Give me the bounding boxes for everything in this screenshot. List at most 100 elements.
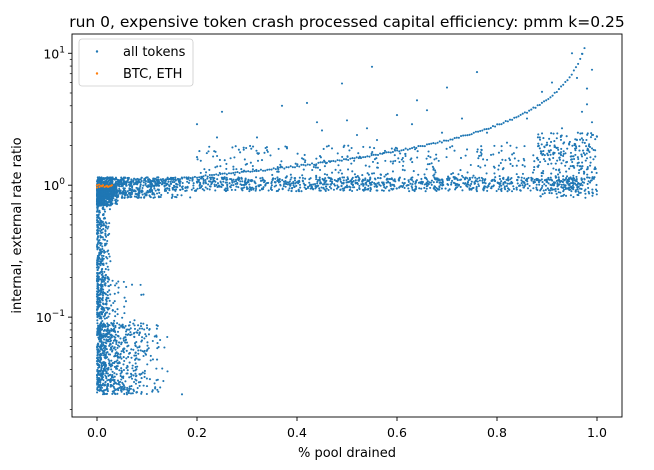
data-point-all-tokens (522, 157, 525, 160)
data-point-all-tokens (543, 146, 546, 149)
data-point-all-tokens (550, 172, 553, 175)
data-point-all-tokens (136, 331, 139, 334)
data-point-all-tokens (122, 339, 125, 342)
data-point-all-tokens (483, 178, 487, 181)
plot-frame (71, 33, 623, 418)
data-point-all-tokens (122, 187, 126, 190)
data-point-all-tokens (226, 187, 229, 190)
data-point-all-tokens (122, 176, 125, 179)
data-point-all-tokens (560, 127, 564, 130)
data-point-all-tokens (541, 184, 544, 187)
data-point-all-tokens (139, 322, 143, 325)
data-point-all-tokens (234, 188, 237, 191)
data-point-all-tokens (326, 173, 329, 176)
data-point-all-tokens (169, 182, 172, 185)
data-point-all-tokens (393, 149, 397, 152)
data-point-btc-eth (95, 184, 99, 187)
data-point-all-tokens (310, 162, 314, 165)
legend-label-btc-eth: BTC, ETH (123, 67, 182, 82)
data-point-all-tokens (357, 152, 360, 155)
data-point-all-tokens (115, 360, 118, 363)
data-point-all-tokens (96, 248, 99, 251)
data-point-all-tokens (255, 170, 258, 173)
data-point-all-tokens (346, 155, 349, 158)
data-point-all-tokens (153, 184, 156, 187)
data-point-all-tokens (156, 358, 159, 361)
data-point-all-tokens (259, 168, 262, 171)
data-point-all-tokens (96, 378, 99, 381)
data-point-all-tokens (101, 294, 105, 297)
data-point-all-tokens (99, 327, 102, 330)
data-point-all-tokens (407, 179, 410, 182)
data-point-all-tokens (133, 189, 136, 192)
data-point-all-tokens (347, 144, 350, 147)
data-point-all-tokens (511, 153, 514, 156)
data-point-all-tokens (127, 324, 130, 327)
data-point-all-tokens (98, 389, 101, 392)
data-point-all-tokens (250, 179, 253, 182)
data-point-all-tokens (293, 166, 297, 169)
data-point-all-tokens (242, 146, 245, 149)
data-point-all-tokens (244, 181, 247, 184)
data-point-all-tokens (136, 346, 139, 349)
data-point-all-tokens (103, 348, 107, 352)
data-point-all-tokens (262, 169, 265, 172)
data-point-all-tokens (107, 353, 110, 356)
data-point-all-tokens (230, 184, 233, 187)
data-point-all-tokens (450, 181, 453, 184)
data-point-all-tokens (249, 170, 252, 173)
data-point-all-tokens (106, 325, 109, 328)
data-point-all-tokens (99, 264, 102, 267)
data-point-all-tokens (304, 159, 307, 162)
data-point-all-tokens (107, 188, 110, 191)
data-point-all-tokens (105, 262, 108, 265)
data-point-all-tokens (125, 349, 128, 352)
data-point-all-tokens (102, 352, 105, 355)
y-tick-label: 10−1 (36, 309, 65, 325)
data-point-all-tokens (476, 180, 479, 183)
data-point-all-tokens (286, 181, 289, 184)
data-point-all-tokens (136, 180, 139, 183)
data-point-all-tokens (239, 180, 242, 183)
data-point-all-tokens (428, 181, 431, 184)
data-point-all-tokens (107, 177, 110, 180)
data-point-all-tokens (350, 182, 353, 185)
data-point-all-tokens (187, 177, 190, 180)
data-point-all-tokens (97, 385, 100, 388)
data-point-all-tokens (123, 193, 126, 196)
data-point-all-tokens (270, 182, 273, 185)
data-point-all-tokens (554, 187, 557, 191)
data-point-all-tokens (582, 138, 585, 142)
data-point-all-tokens (589, 161, 592, 164)
data-point-all-tokens (100, 236, 103, 239)
data-point-all-tokens (101, 370, 104, 373)
data-point-all-tokens (207, 150, 210, 153)
data-point-all-tokens (437, 159, 440, 162)
data-point-all-tokens (96, 356, 99, 359)
data-point-all-tokens (562, 83, 565, 86)
data-point-all-tokens (335, 187, 338, 190)
data-point-all-tokens (265, 182, 268, 185)
data-point-all-tokens (239, 151, 242, 154)
data-point-all-tokens (296, 152, 299, 155)
data-point-all-tokens (198, 187, 201, 190)
data-point-all-tokens (457, 136, 460, 139)
data-point-all-tokens (336, 159, 339, 162)
data-point-all-tokens (145, 392, 148, 396)
data-point-all-tokens (98, 296, 101, 300)
data-point-all-tokens (430, 142, 433, 145)
data-point-all-tokens (104, 312, 107, 316)
data-point-all-tokens (526, 183, 529, 186)
data-point-all-tokens (128, 183, 131, 186)
data-point-all-tokens (132, 369, 135, 372)
data-point-all-tokens (127, 390, 130, 393)
data-point-all-tokens (110, 187, 114, 190)
data-point-all-tokens (102, 367, 105, 370)
data-point-all-tokens (545, 144, 548, 147)
data-point-all-tokens (549, 140, 553, 144)
data-point-all-tokens (126, 388, 129, 391)
data-point-all-tokens (303, 153, 306, 156)
data-point-all-tokens (345, 181, 348, 184)
data-point-all-tokens (116, 180, 119, 183)
data-point-all-tokens (241, 180, 244, 183)
